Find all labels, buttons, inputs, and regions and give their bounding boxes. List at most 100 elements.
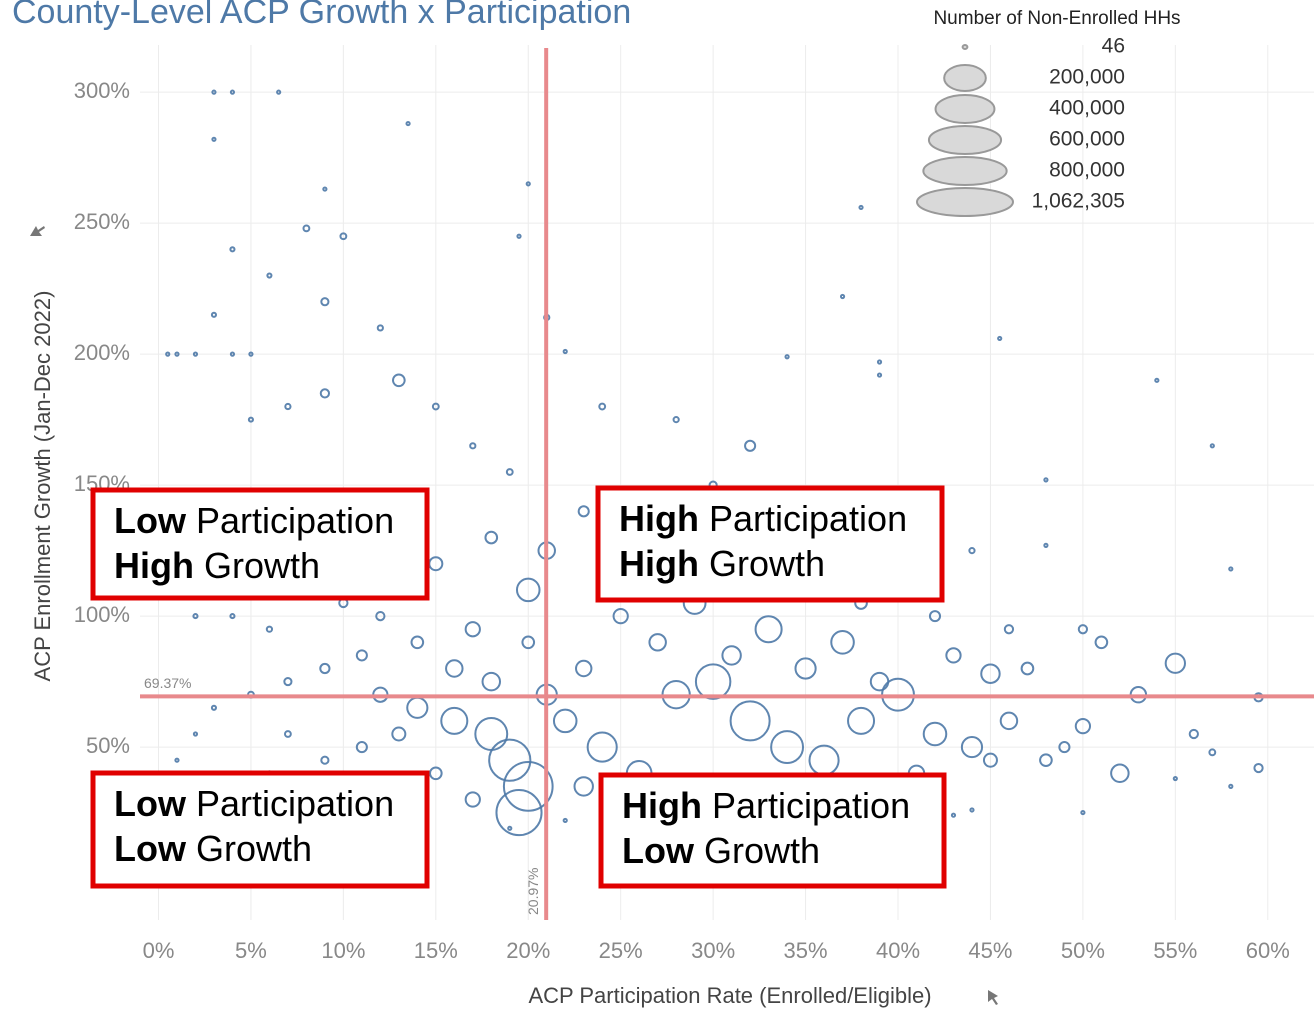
point bbox=[192, 613, 199, 620]
point bbox=[375, 610, 386, 622]
point bbox=[515, 577, 541, 603]
point bbox=[612, 607, 629, 625]
legend-label: 600,000 bbox=[1049, 128, 1125, 151]
annotation-text: High Growth bbox=[114, 545, 320, 586]
legend-size bbox=[922, 156, 1008, 186]
point bbox=[1208, 748, 1217, 757]
annotation-word: Growth bbox=[204, 545, 320, 586]
point bbox=[1094, 635, 1109, 650]
point bbox=[980, 663, 1001, 684]
point bbox=[694, 663, 732, 700]
annotation-word: Growth bbox=[704, 830, 820, 871]
annotation-text: Low Growth bbox=[622, 830, 820, 871]
point bbox=[406, 696, 429, 719]
point bbox=[464, 791, 481, 808]
point bbox=[320, 755, 330, 765]
point bbox=[339, 232, 348, 241]
point bbox=[960, 736, 984, 759]
point bbox=[211, 136, 217, 142]
legend-size bbox=[927, 125, 1003, 155]
annotation-bold: Low bbox=[114, 783, 187, 824]
pin-icon bbox=[988, 990, 998, 1005]
point bbox=[922, 721, 948, 747]
point bbox=[469, 442, 477, 450]
point bbox=[1209, 443, 1215, 449]
point bbox=[464, 621, 481, 638]
chart-title: County-Level ACP Growth x Participation bbox=[12, 0, 631, 31]
annotation-word: Participation bbox=[196, 500, 394, 541]
point bbox=[525, 181, 531, 187]
point bbox=[729, 700, 771, 742]
annotation-box bbox=[90, 770, 430, 889]
point bbox=[322, 186, 328, 192]
point bbox=[229, 246, 236, 253]
annotation-word: Growth bbox=[709, 543, 825, 584]
annotation-bold: High bbox=[622, 785, 702, 826]
point bbox=[1077, 624, 1089, 635]
point bbox=[283, 730, 292, 738]
legend-size bbox=[916, 187, 1014, 217]
point bbox=[488, 738, 532, 782]
annotation-text: Low Participation bbox=[114, 500, 394, 541]
point bbox=[969, 807, 975, 813]
point bbox=[999, 711, 1019, 731]
point bbox=[847, 706, 876, 735]
point bbox=[1003, 624, 1015, 635]
annotation-box bbox=[595, 485, 945, 603]
point bbox=[586, 731, 618, 763]
point bbox=[721, 645, 742, 666]
point bbox=[1228, 783, 1234, 789]
point bbox=[428, 766, 443, 781]
point bbox=[562, 348, 568, 355]
annotation-text: High Growth bbox=[619, 543, 825, 584]
point bbox=[598, 402, 607, 411]
point bbox=[502, 761, 554, 812]
x-tick-label: 55% bbox=[1153, 938, 1197, 963]
point bbox=[265, 625, 274, 633]
point bbox=[355, 649, 368, 662]
point bbox=[1154, 377, 1160, 383]
point bbox=[562, 817, 568, 824]
point bbox=[858, 204, 864, 211]
point bbox=[174, 757, 180, 763]
x-tick-label: 45% bbox=[968, 938, 1012, 963]
annotation-bold: High bbox=[619, 543, 699, 584]
point bbox=[1164, 652, 1186, 674]
point bbox=[945, 647, 962, 664]
y-tick-label: 200% bbox=[74, 340, 130, 365]
x-tick-label: 15% bbox=[414, 938, 458, 963]
x-tick-label: 0% bbox=[143, 938, 175, 963]
point bbox=[484, 530, 499, 545]
point bbox=[355, 741, 368, 754]
point bbox=[391, 726, 407, 742]
point bbox=[794, 657, 817, 680]
point bbox=[1043, 542, 1049, 548]
point bbox=[770, 730, 805, 765]
point bbox=[1039, 753, 1053, 768]
point bbox=[210, 704, 218, 711]
annotation-text: High Participation bbox=[622, 785, 910, 826]
point bbox=[784, 354, 790, 360]
annotation-word: Participation bbox=[196, 783, 394, 824]
point bbox=[808, 744, 840, 776]
point bbox=[521, 635, 536, 650]
point bbox=[573, 776, 594, 797]
point bbox=[1228, 566, 1234, 572]
point bbox=[210, 311, 218, 318]
point bbox=[481, 671, 502, 692]
point bbox=[474, 717, 509, 751]
point bbox=[1020, 661, 1035, 676]
annotation-bold: High bbox=[619, 498, 699, 539]
pin-icon bbox=[30, 226, 45, 236]
point bbox=[577, 505, 590, 518]
annotation-bold: Low bbox=[114, 500, 187, 541]
legend-label: 400,000 bbox=[1049, 97, 1125, 120]
point bbox=[505, 468, 514, 476]
y-tick-label: 250% bbox=[74, 209, 130, 234]
legend-title: Number of Non-Enrolled HHs bbox=[933, 8, 1180, 29]
point bbox=[445, 659, 464, 678]
point bbox=[319, 388, 330, 399]
point bbox=[266, 272, 273, 279]
annotation-word: Participation bbox=[709, 498, 907, 539]
